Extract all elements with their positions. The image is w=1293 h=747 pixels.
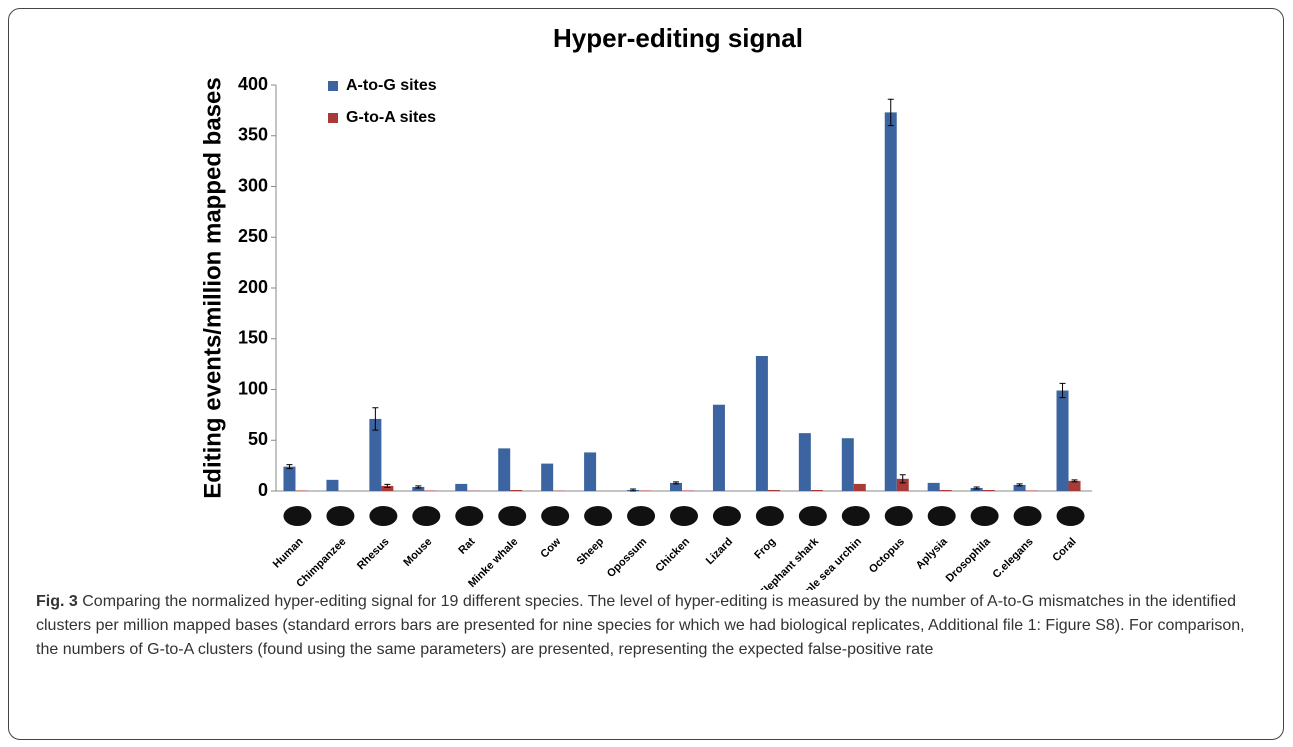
- bar: [768, 490, 780, 491]
- bar: [928, 483, 940, 491]
- chart: Hyper-editing signal Editing events/mill…: [0, 0, 1293, 590]
- x-tick-label: Cow: [538, 535, 563, 560]
- bar: [283, 467, 295, 491]
- species-icon: [756, 506, 784, 526]
- bar: [811, 490, 823, 491]
- bar: [326, 480, 338, 491]
- x-tick-label: Coral: [1050, 536, 1078, 564]
- caption-text: Comparing the normalized hyper-editing s…: [36, 593, 1245, 658]
- x-tick-label: Frog: [752, 536, 778, 562]
- error-bar: [1017, 484, 1023, 486]
- species-icon: [1014, 506, 1042, 526]
- bar: [682, 490, 694, 491]
- bar: [1069, 481, 1081, 491]
- x-tick-label: Lizard: [704, 536, 735, 567]
- x-tick-label: Rat: [456, 535, 477, 556]
- species-icon: [541, 506, 569, 526]
- error-bar: [1072, 480, 1078, 482]
- bar: [1057, 391, 1069, 491]
- species-icon: [928, 506, 956, 526]
- x-tick-label: Sheep: [574, 535, 606, 567]
- y-tick-label: 150: [238, 328, 268, 348]
- chart-title: Hyper-editing signal: [553, 23, 803, 53]
- species-icon: [842, 506, 870, 526]
- bar: [639, 490, 651, 491]
- bar: [854, 484, 866, 491]
- legend-label: A-to-G sites: [346, 77, 437, 94]
- y-tick-label: 350: [238, 125, 268, 145]
- bar: [424, 490, 436, 491]
- species-icon: [412, 506, 440, 526]
- x-tick-label: Aplysia: [914, 535, 951, 572]
- x-tick-label: Human: [271, 535, 306, 570]
- bar: [510, 490, 522, 491]
- x-tick-label: Opossum: [605, 536, 650, 581]
- x-tick-label: Mouse: [401, 536, 434, 569]
- y-tick-label: 50: [248, 429, 268, 449]
- legend-swatch: [328, 113, 338, 123]
- y-tick-label: 400: [238, 74, 268, 94]
- species-icon: [885, 506, 913, 526]
- x-tick-label: Octopus: [867, 536, 907, 576]
- y-tick-label: 0: [258, 480, 268, 500]
- bar: [983, 490, 995, 491]
- caption: Fig. 3 Comparing the normalized hyper-ed…: [36, 590, 1266, 662]
- species-icon: [455, 506, 483, 526]
- y-tick-label: 300: [238, 175, 268, 195]
- legend-swatch: [328, 81, 338, 91]
- bar: [295, 490, 307, 491]
- species-icon: [584, 506, 612, 526]
- bar: [940, 490, 952, 491]
- y-tick-label: 200: [238, 277, 268, 297]
- species-icon: [326, 506, 354, 526]
- species-icon: [283, 506, 311, 526]
- species-icon: [971, 506, 999, 526]
- bar: [1026, 490, 1038, 491]
- x-tick-label: Rhesus: [355, 536, 392, 573]
- legend-label: G-to-A sites: [346, 109, 436, 126]
- x-tick-label: Chicken: [653, 535, 692, 574]
- caption-label: Fig. 3: [36, 593, 78, 610]
- bar: [713, 405, 725, 491]
- species-icon: [670, 506, 698, 526]
- species-icon: [498, 506, 526, 526]
- bar: [842, 438, 854, 491]
- species-icon: [369, 506, 397, 526]
- y-axis-label: Editing events/million mapped bases: [199, 77, 226, 498]
- x-tick-label: Drosophila: [944, 535, 994, 585]
- bar: [756, 356, 768, 491]
- page: Hyper-editing signal Editing events/mill…: [0, 0, 1293, 747]
- bar: [541, 464, 553, 491]
- species-icon: [713, 506, 741, 526]
- y-tick-label: 100: [238, 378, 268, 398]
- x-tick-label: C.elegans: [991, 536, 1036, 581]
- y-tick-label: 250: [238, 226, 268, 246]
- bar: [455, 484, 467, 491]
- bar: [799, 433, 811, 491]
- bar: [498, 448, 510, 491]
- bar: [584, 452, 596, 491]
- bar: [885, 112, 897, 491]
- species-icon: [1057, 506, 1085, 526]
- species-icon: [799, 506, 827, 526]
- species-icon: [627, 506, 655, 526]
